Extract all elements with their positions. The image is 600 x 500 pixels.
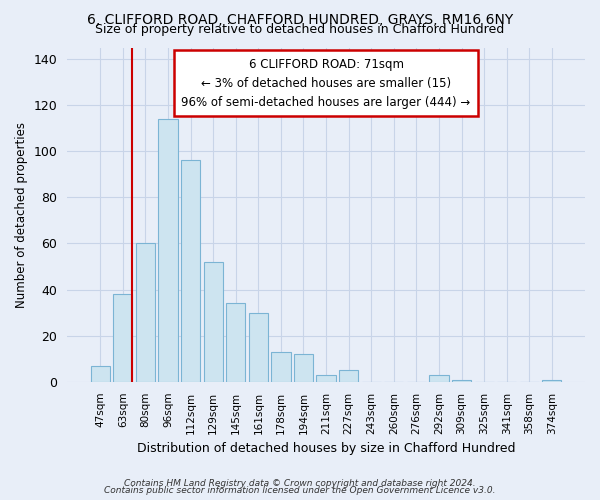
Bar (339, 370, 358, 382)
Bar (226, 304, 245, 382)
Text: 6, CLIFFORD ROAD, CHAFFORD HUNDRED, GRAYS, RM16 6NY: 6, CLIFFORD ROAD, CHAFFORD HUNDRED, GRAY… (87, 12, 513, 26)
Bar (91, 366, 110, 382)
Text: Contains public sector information licensed under the Open Government Licence v3: Contains public sector information licen… (104, 486, 496, 495)
Bar (203, 262, 223, 382)
Bar (158, 119, 178, 382)
Bar (181, 160, 200, 382)
Bar (249, 312, 268, 382)
X-axis label: Distribution of detached houses by size in Chafford Hundred: Distribution of detached houses by size … (137, 442, 515, 455)
Text: 6 CLIFFORD ROAD: 71sqm
← 3% of detached houses are smaller (15)
96% of semi-deta: 6 CLIFFORD ROAD: 71sqm ← 3% of detached … (181, 58, 471, 108)
Text: Contains HM Land Registry data © Crown copyright and database right 2024.: Contains HM Land Registry data © Crown c… (124, 478, 476, 488)
Bar (316, 375, 335, 382)
Bar (113, 294, 133, 382)
Bar (542, 380, 562, 382)
Text: Size of property relative to detached houses in Chafford Hundred: Size of property relative to detached ho… (95, 22, 505, 36)
Y-axis label: Number of detached properties: Number of detached properties (15, 122, 28, 308)
Bar (271, 352, 290, 382)
Bar (136, 244, 155, 382)
Bar (430, 375, 449, 382)
Bar (294, 354, 313, 382)
Bar (452, 380, 471, 382)
